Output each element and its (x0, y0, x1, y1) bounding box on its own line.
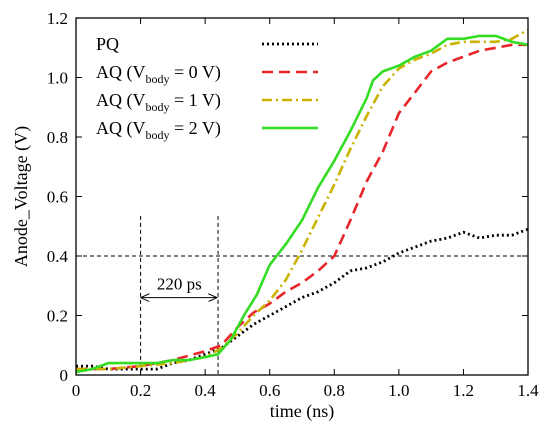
x-axis-title: time (ns) (270, 401, 335, 422)
series-layer (75, 28, 529, 374)
series-line-1 (76, 43, 528, 371)
legend: PQ AQ (Vbody = 0 V) AQ (Vbody = 1 V) AQ (Vb… (96, 34, 318, 142)
legend-label-3: AQ (Vbody = 2 V) (96, 118, 221, 142)
y-tick-label: 1.0 (47, 69, 68, 88)
y-tick-label: 0.2 (47, 307, 68, 326)
y-tick-label: 0.4 (47, 247, 69, 266)
x-tick-label: 0.4 (195, 381, 217, 400)
x-tick-label: 0.8 (324, 381, 345, 400)
x-tick-label: 0.6 (259, 381, 280, 400)
x-tick-label: 1.0 (388, 381, 409, 400)
y-tick-label: 1.2 (47, 9, 68, 28)
y-axis-title: Anode_Voltage (V) (11, 126, 32, 267)
span-label: 220 ps (157, 275, 202, 294)
annotations: 220 ps (76, 215, 528, 375)
legend-label-0: PQ (96, 34, 119, 54)
ticks: 0 0.2 0.4 0.6 0.8 1.0 1.2 1.4 0 0.2 0.4 0.6 0.8 1.0 1.… (47, 9, 539, 400)
legend-label-2: AQ (Vbody = 1 V) (96, 90, 221, 114)
y-tick-label: 0.6 (47, 188, 68, 207)
x-tick-label: 1.4 (517, 381, 539, 400)
x-tick-label: 0 (72, 381, 81, 400)
x-tick-label: 0.2 (130, 381, 151, 400)
legend-label-1: AQ (Vbody = 0 V) (96, 62, 221, 86)
y-tick-label: 0.8 (47, 128, 68, 147)
y-tick-label: 0 (60, 366, 69, 385)
x-tick-label: 1.2 (453, 381, 474, 400)
series-line-3 (75, 34, 529, 374)
series-line-0 (76, 227, 529, 371)
